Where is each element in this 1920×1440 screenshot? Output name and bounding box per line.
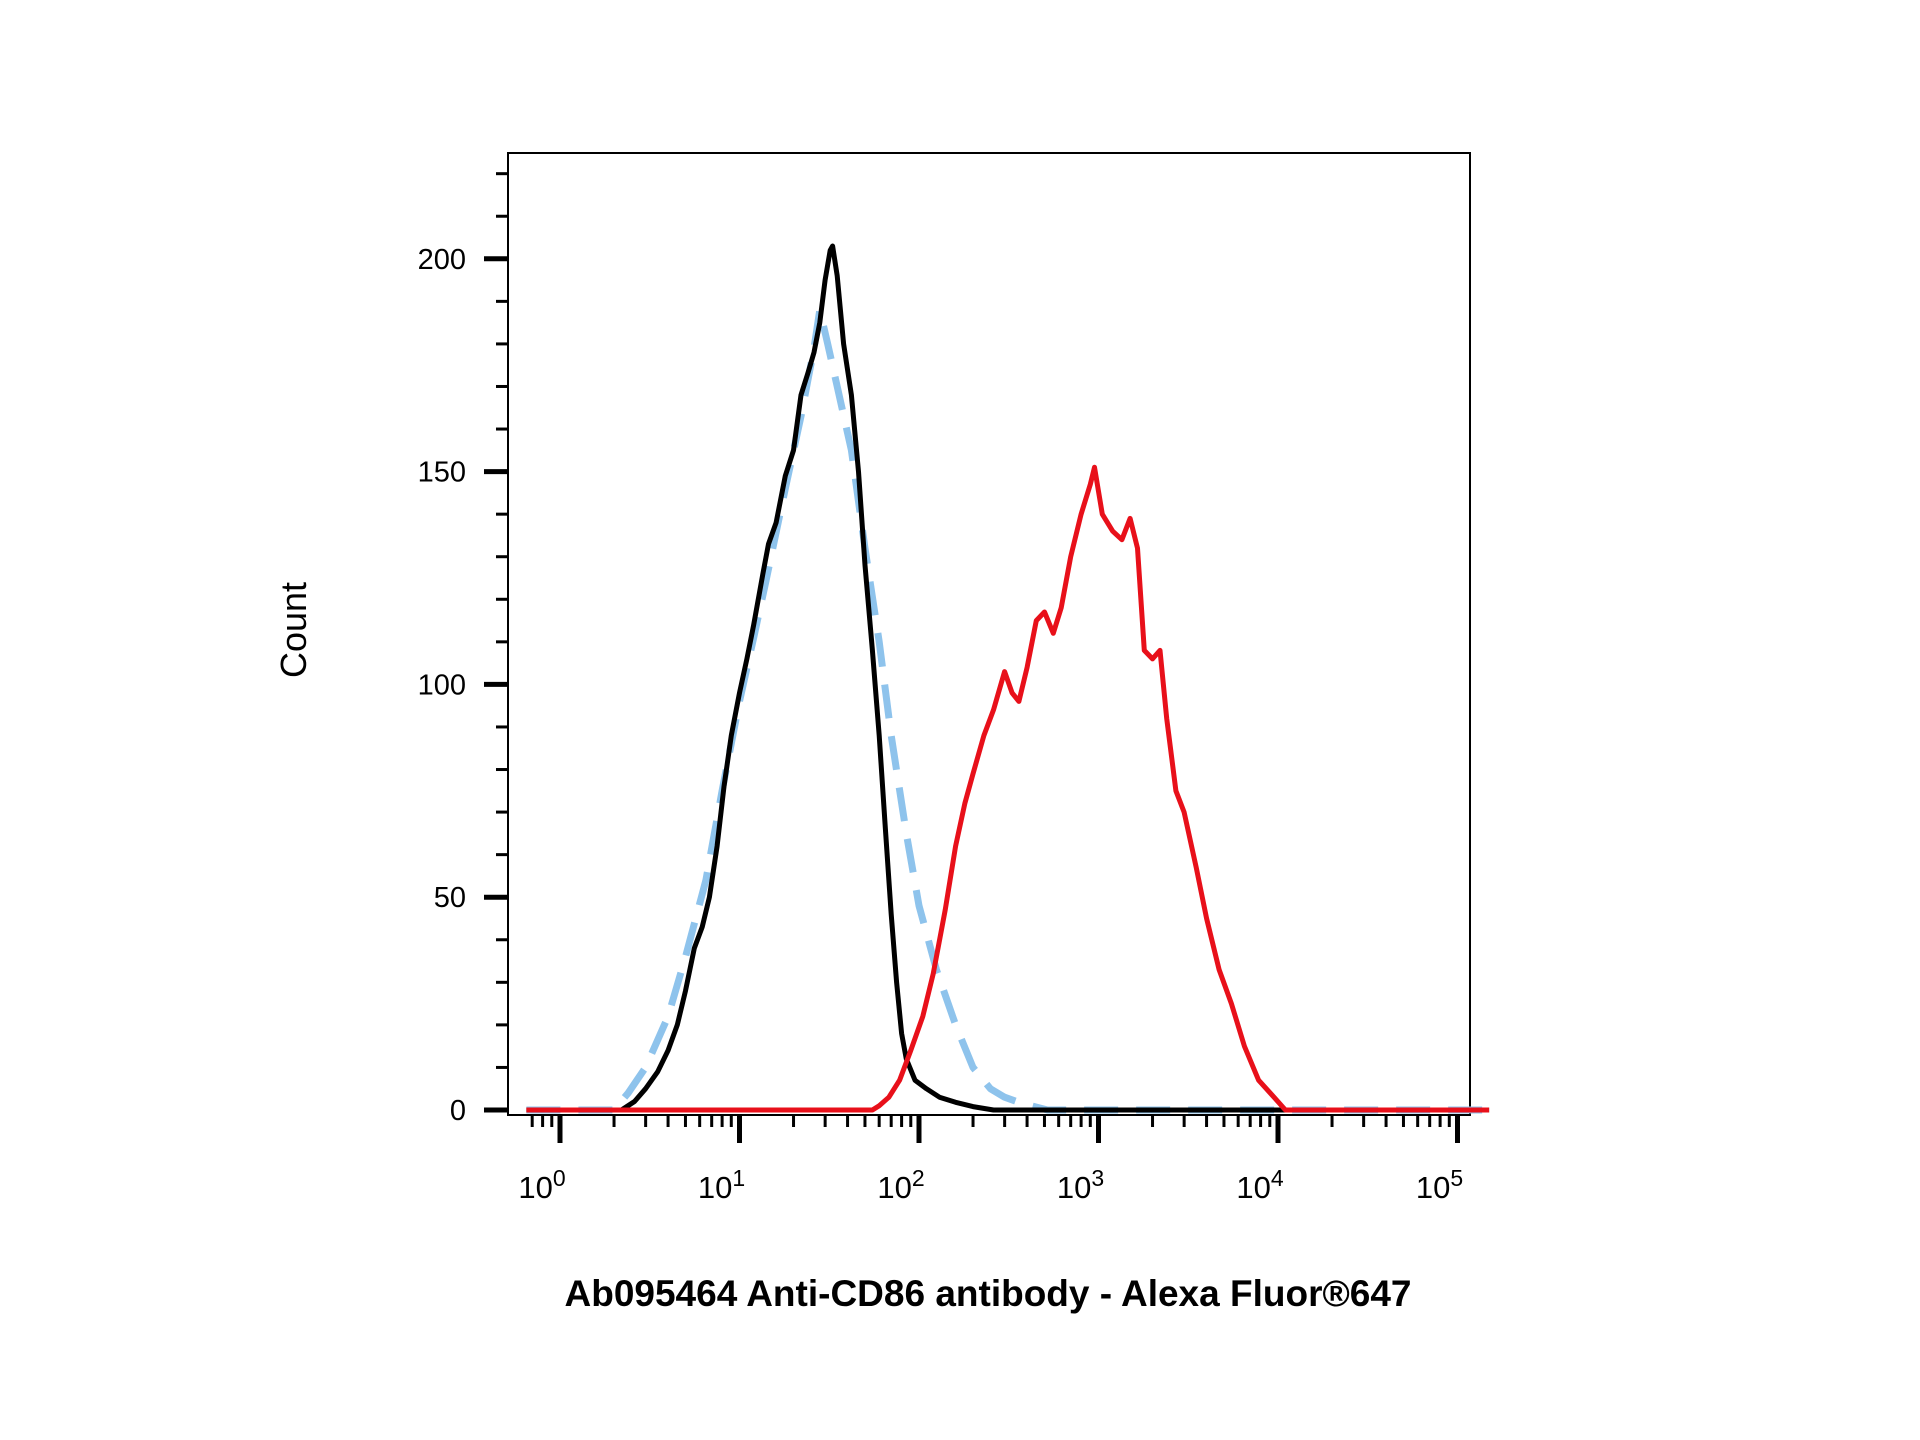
y-axis-title: Count bbox=[273, 582, 314, 678]
x-tick-label: 103 bbox=[1057, 1165, 1104, 1205]
x-tick-label: 101 bbox=[698, 1165, 745, 1205]
series-line-black bbox=[526, 243, 1490, 1113]
x-axis-title: Ab095464 Anti-CD86 antibody - Alexa Fluo… bbox=[565, 1273, 1412, 1314]
series-line-red bbox=[526, 464, 1490, 1113]
y-axis: 0 50 100 150 200 bbox=[418, 172, 508, 1127]
x-tick-label: 104 bbox=[1236, 1165, 1283, 1205]
y-tick-label: 50 bbox=[434, 882, 466, 914]
series-line-blue-dashed bbox=[526, 306, 1490, 1114]
x-tick-label: 100 bbox=[518, 1165, 565, 1205]
x-tick-label: 105 bbox=[1416, 1165, 1463, 1205]
y-tick-label: 100 bbox=[418, 669, 466, 701]
x-axis: 100 101 102 103 104 105 bbox=[518, 1115, 1463, 1205]
y-tick-label: 150 bbox=[418, 457, 466, 489]
y-tick-label: 200 bbox=[418, 244, 466, 276]
plot-frame bbox=[507, 152, 1471, 1116]
x-tick-label: 102 bbox=[877, 1165, 924, 1205]
series-layer bbox=[526, 243, 1490, 1114]
y-tick-label: 0 bbox=[450, 1095, 466, 1127]
